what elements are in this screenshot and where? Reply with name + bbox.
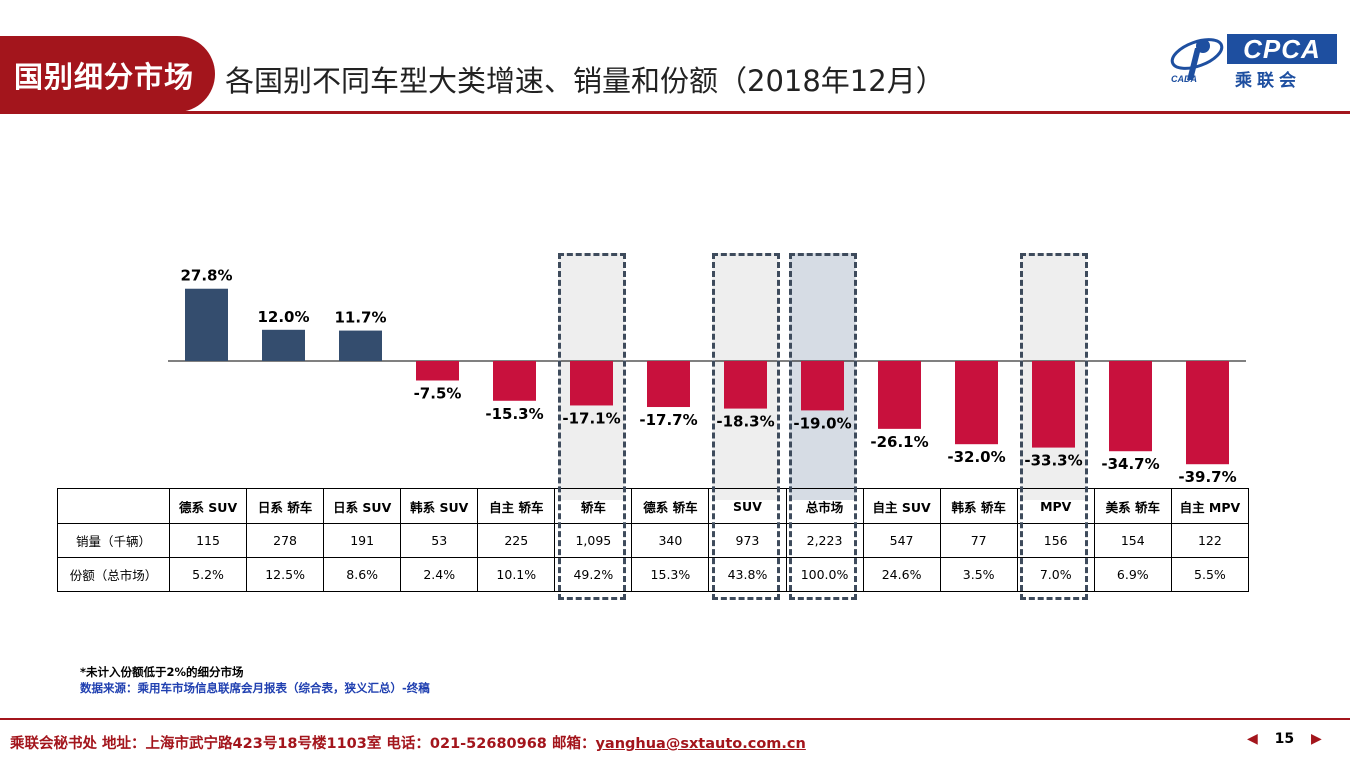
- data-label: -15.3%: [485, 405, 543, 423]
- data-label: -17.1%: [562, 409, 620, 427]
- table-cell: 77: [939, 523, 1018, 558]
- bar: [262, 329, 305, 361]
- table-header-cell: 总市场: [785, 488, 864, 524]
- table-cell: 2.4%: [400, 557, 479, 592]
- cpca-logo: CADA CPCA 乘联会: [1165, 30, 1340, 91]
- highlight-box: [1019, 253, 1088, 600]
- table-cell: 5.2%: [168, 557, 248, 592]
- table-row: 份额（总市场） 5.2% 12.5% 8.6% 2.4% 10.1% 49.2% 15.3% 4…: [57, 557, 1250, 592]
- table-cell: 8.6%: [323, 557, 402, 592]
- table-cell: 115: [168, 523, 248, 558]
- bar: [416, 361, 459, 381]
- data-label: -26.1%: [870, 433, 928, 451]
- table-cell: 122: [1170, 523, 1250, 558]
- table-cell: 191: [323, 523, 402, 558]
- table-cell: 225: [477, 523, 556, 558]
- table-cell: 10.1%: [477, 557, 556, 592]
- data-label: -32.0%: [947, 448, 1005, 466]
- growth-bar-chart: 27.8% 12.0% 11.7% -7.5% -15.3% -17.1% -17.7% -1…: [168, 253, 1246, 500]
- table-cell: 43.8%: [708, 557, 787, 592]
- page-number: 15: [1274, 731, 1295, 747]
- footnote: *未计入份额低于2%的细分市场: [80, 665, 244, 679]
- data-label: 27.8%: [180, 267, 232, 285]
- page-title: 各国别不同车型大类增速、销量和份额（2018年12月）: [225, 64, 945, 98]
- bar: [185, 288, 228, 361]
- table-cell: 154: [1093, 523, 1172, 558]
- table-header-cell: 韩系 SUV: [400, 488, 479, 524]
- table-cell: 7.0%: [1016, 557, 1095, 592]
- header-tab: [0, 36, 215, 112]
- logo-brand: CPCA: [1227, 34, 1337, 64]
- bar: [955, 361, 998, 445]
- logo-brand-cn: 乘联会: [1235, 71, 1301, 91]
- next-page-icon[interactable]: ▶: [1311, 731, 1322, 747]
- table-header-cell: SUV: [708, 488, 787, 524]
- highlight-box: [711, 253, 780, 600]
- table-cell: 340: [631, 523, 710, 558]
- table-cell: 278: [246, 523, 325, 558]
- bar: [647, 361, 690, 408]
- prev-page-icon[interactable]: ◀: [1247, 731, 1258, 747]
- data-label: -7.5%: [414, 385, 462, 403]
- bar: [878, 361, 921, 429]
- table-header-cell: MPV: [1016, 488, 1095, 524]
- data-label: -19.0%: [793, 414, 851, 432]
- table-row: 销量（千辆） 115 278 191 53 225 1,095 340 973 2,223 547 7…: [57, 523, 1250, 558]
- table-row-label: 份额（总市场）: [57, 557, 170, 592]
- cada-emblem-icon: [1170, 38, 1224, 80]
- bar: [1109, 361, 1152, 452]
- table-header-cell: 日系 SUV: [323, 488, 402, 524]
- table-header-cell: 美系 轿车: [1093, 488, 1172, 524]
- table-header-row: 德系 SUV 日系 轿车 日系 SUV 韩系 SUV 自主 轿车 轿车 德系 轿车 SUV 总市…: [57, 488, 1250, 524]
- data-label: -34.7%: [1101, 455, 1159, 473]
- table-header-cell: 韩系 轿车: [939, 488, 1018, 524]
- table-cell: 100.0%: [785, 557, 864, 592]
- table-header-cell: 自主 MPV: [1170, 488, 1250, 524]
- table-cell: 24.6%: [862, 557, 941, 592]
- data-label: -17.7%: [639, 411, 697, 429]
- table-cell: 547: [862, 523, 941, 558]
- table-cell: 53: [400, 523, 479, 558]
- bar: [724, 361, 767, 409]
- footer-address: 乘联会秘书处 地址：上海市武宁路423号18号楼1103室 电话：021-526…: [10, 736, 596, 752]
- bar: [1032, 361, 1075, 448]
- table-cell: 2,223: [785, 523, 864, 558]
- footer-contact: 乘联会秘书处 地址：上海市武宁路423号18号楼1103室 电话：021-526…: [10, 732, 806, 753]
- table-header-cell: 自主 SUV: [862, 488, 941, 524]
- logo-sub: CADA: [1171, 74, 1197, 84]
- table-cell: 1,095: [554, 523, 633, 558]
- data-label: -18.3%: [716, 413, 774, 431]
- table-header-cell: 德系 轿车: [631, 488, 710, 524]
- bar: [339, 330, 382, 361]
- data-source: 数据来源：乘用车市场信息联席会月报表（综合表，狭义汇总）-终稿: [80, 681, 430, 695]
- data-label: -39.7%: [1178, 468, 1236, 486]
- bar: [493, 361, 536, 401]
- table-header-cell: 自主 轿车: [477, 488, 556, 524]
- bar: [1186, 361, 1229, 465]
- header-divider: [0, 111, 1350, 114]
- data-label: 12.0%: [257, 308, 309, 326]
- highlight-box: [557, 253, 626, 600]
- footer-divider: [0, 718, 1350, 720]
- table-corner-cell: [57, 488, 170, 524]
- data-label: -33.3%: [1024, 452, 1082, 470]
- table-cell: 6.9%: [1093, 557, 1172, 592]
- section-label: 国别细分市场: [14, 60, 195, 94]
- bar: [570, 361, 613, 406]
- table-cell: 49.2%: [554, 557, 633, 592]
- table-header-cell: 日系 轿车: [246, 488, 325, 524]
- highlight-box: [788, 253, 857, 600]
- data-table: 德系 SUV 日系 轿车 日系 SUV 韩系 SUV 自主 轿车 轿车 德系 轿车 SUV 总市…: [57, 488, 1250, 592]
- table-cell: 15.3%: [631, 557, 710, 592]
- data-label: 11.7%: [334, 309, 386, 327]
- table-header-cell: 德系 SUV: [168, 488, 248, 524]
- table-cell: 12.5%: [246, 557, 325, 592]
- table-row-label: 销量（千辆）: [57, 523, 170, 558]
- bar: [801, 361, 844, 411]
- table-cell: 5.5%: [1170, 557, 1250, 592]
- footer-email-link[interactable]: yanghua@sxtauto.com.cn: [595, 736, 806, 752]
- table-cell: 3.5%: [939, 557, 1018, 592]
- pager: ◀ 15 ▶: [1247, 731, 1322, 747]
